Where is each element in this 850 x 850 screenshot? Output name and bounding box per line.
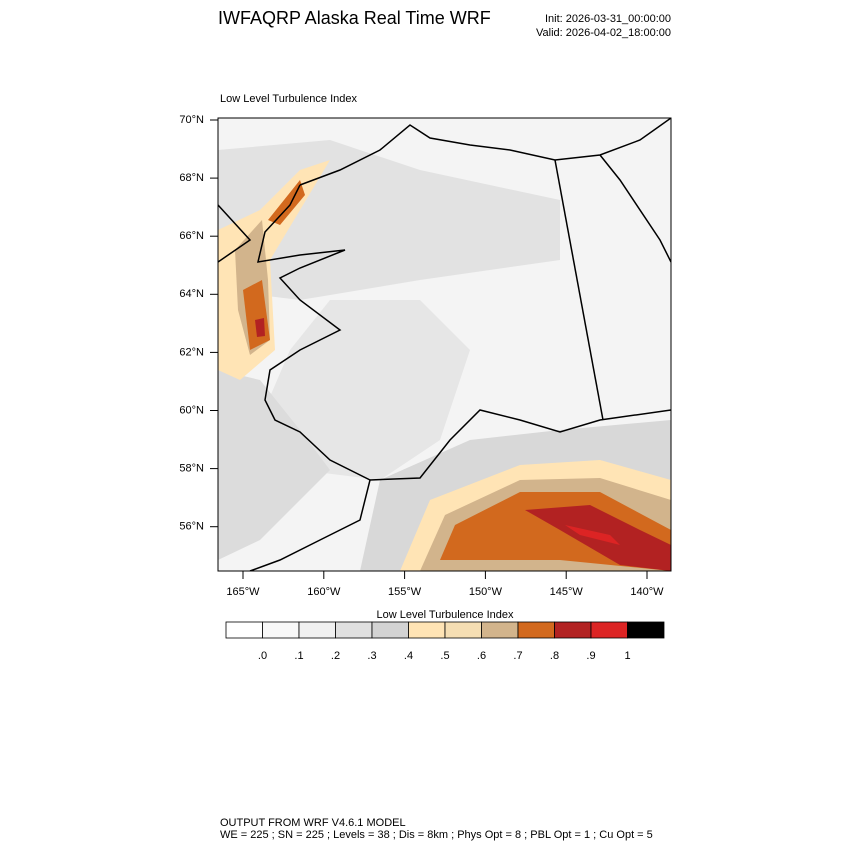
colorbar-box [627,621,665,639]
colorbar-label: .5 [440,650,449,662]
lat-label: 66°N [179,230,204,242]
colorbar-box [590,621,628,639]
colorbar-box [335,621,373,639]
colorbar-label: 1 [624,650,630,662]
coastline [369,409,671,481]
coastline [218,204,252,263]
lon-label: 150°W [469,586,503,598]
lat-label: 56°N [179,521,204,533]
colorbar: .0 .1 .2 .3 .4 .5 .6 .7 .8 .9 1 [225,621,665,662]
colorbar-box [481,621,519,639]
lon-labels: 165°W 160°W 155°W 150°W 145°W 140°W [226,571,664,598]
lat-label: 64°N [179,288,204,300]
colorbar-label: .3 [367,650,376,662]
colorbar-box [517,621,555,639]
map-frame [217,117,672,572]
map-title: Low Level Turbulence Index [220,93,357,105]
north-band [268,180,305,225]
lat-label: 60°N [179,404,204,416]
map-field [218,118,671,571]
gray-patch [260,300,470,480]
lat-label: 68°N [179,172,204,184]
lon-label: 140°W [630,586,664,598]
coastline [299,118,671,186]
colorbar-label: .9 [586,650,595,662]
lat-label: 58°N [179,463,204,475]
colorbar-label: .8 [550,650,559,662]
footer-line: WE = 225 ; SN = 225 ; Levels = 38 ; Dis … [220,829,653,841]
lat-label: 70°N [179,114,204,126]
lat-labels: 70°N 68°N 66°N 64°N 62°N 60°N 58°N 56°N [179,114,218,533]
colorbar-title: Low Level Turbulence Index [377,609,514,621]
lat-label: 62°N [179,346,204,358]
main-title: IWFAQRP Alaska Real Time WRF [218,8,491,28]
colorbar-box [225,621,263,639]
colorbar-label: .7 [513,650,522,662]
colorbar-label: .0 [258,650,267,662]
colorbar-box [554,621,592,639]
gray-patch [218,370,330,560]
valid-time: Valid: 2026-04-02_18:00:00 [536,27,671,39]
lon-label: 145°W [550,586,584,598]
colorbar-label: .6 [477,650,486,662]
border [599,154,671,263]
lon-label: 165°W [226,586,260,598]
colorbar-label: .2 [331,650,340,662]
coastline [249,184,371,571]
init-time: Init: 2026-03-31_00:00:00 [545,13,671,25]
lon-label: 155°W [388,586,422,598]
peak [565,525,620,545]
border [554,159,604,421]
west-band-core [255,318,265,337]
colorbar-box [298,621,336,639]
footer-line: OUTPUT FROM WRF V4.6.1 MODEL [220,817,406,829]
colorbar-box [444,621,482,639]
colorbar-label: .1 [294,650,303,662]
colorbar-box [262,621,300,639]
lon-label: 160°W [307,586,341,598]
colorbar-label: .4 [404,650,413,662]
colorbar-box [408,621,446,639]
colorbar-box [371,621,409,639]
